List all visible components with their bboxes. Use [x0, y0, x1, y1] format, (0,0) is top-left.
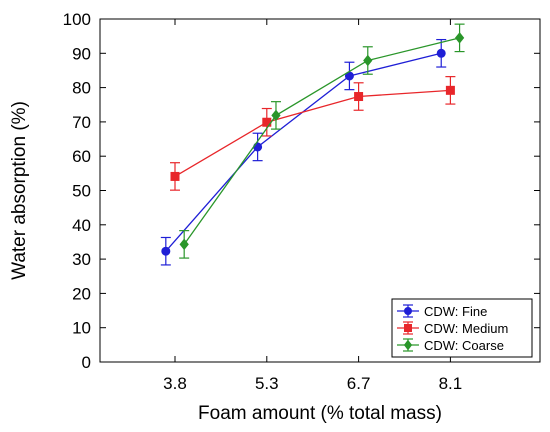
legend-item: CDW: Fine — [397, 304, 487, 319]
legend-item: CDW: Coarse — [397, 338, 504, 353]
x-tick-label: 8.1 — [439, 374, 463, 393]
series-layer — [160, 23, 465, 266]
y-tick-label: 50 — [72, 182, 91, 201]
x-tick-label: 5.3 — [255, 374, 279, 393]
series-diamond — [179, 23, 465, 259]
data-point-marker — [161, 246, 171, 256]
series-line — [165, 52, 442, 252]
y-tick-label: 10 — [72, 319, 91, 338]
data-point-marker — [354, 92, 364, 102]
series-square — [170, 76, 456, 191]
x-axis: 3.8 5.3 6.7 8.1 — [163, 19, 462, 393]
legend: CDW: Fine CDW: Medium CDW: Coarse — [391, 298, 533, 358]
data-point-marker — [403, 339, 413, 351]
y-tick-label: 70 — [72, 113, 91, 132]
y-tick-label: 40 — [72, 216, 91, 235]
y-tick-label: 100 — [63, 10, 91, 29]
x-tick-label: 6.7 — [347, 374, 371, 393]
y-tick-label: 90 — [72, 44, 91, 63]
x-axis-title: Foam amount (% total mass) — [198, 403, 442, 424]
series-line — [183, 37, 460, 245]
data-point-marker — [404, 324, 412, 332]
x-tick-label: 3.8 — [163, 374, 187, 393]
data-point-marker — [363, 54, 373, 67]
y-axis: 0 10 20 30 40 50 60 70 80 90 100 — [63, 10, 540, 372]
data-point-marker — [445, 85, 455, 95]
data-point-marker — [271, 109, 281, 122]
data-point-marker — [436, 48, 446, 58]
y-tick-label: 30 — [72, 250, 91, 269]
y-tick-label: 20 — [72, 284, 91, 303]
data-point-marker — [170, 171, 180, 181]
legend-label: CDW: Coarse — [424, 338, 504, 353]
data-point-marker — [179, 238, 189, 251]
y-tick-label: 0 — [82, 353, 91, 372]
y-tick-label: 80 — [72, 79, 91, 98]
y-tick-label: 60 — [72, 147, 91, 166]
data-point-marker — [454, 32, 465, 44]
legend-label: CDW: Fine — [424, 304, 487, 319]
legend-item: CDW: Medium — [397, 321, 508, 336]
series-line — [174, 89, 451, 177]
legend-label: CDW: Medium — [424, 321, 508, 336]
data-point-marker — [404, 307, 412, 315]
series-circle — [160, 38, 447, 266]
y-axis-title: Water absorption (%) — [9, 101, 30, 280]
